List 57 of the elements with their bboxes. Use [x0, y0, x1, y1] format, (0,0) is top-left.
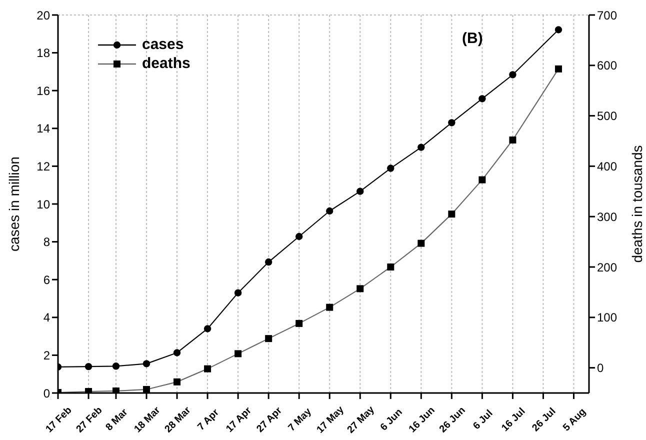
- point: [295, 232, 303, 240]
- y-tick-label: 18: [36, 46, 50, 60]
- point: [112, 362, 120, 370]
- y-tick-label: 4: [43, 310, 50, 325]
- legend-label: deaths: [142, 55, 190, 72]
- x-tick-label: 27 Apr: [254, 405, 284, 435]
- point: [387, 164, 394, 172]
- y2-tick-label: 0: [597, 361, 604, 376]
- x-tick-label: 17 May: [314, 404, 347, 436]
- annotation: (B): [462, 30, 483, 47]
- legend-label: cases: [142, 36, 184, 53]
- x-tick-label: 17 Feb: [44, 404, 74, 436]
- x-tick-label: 6 Jun: [378, 406, 405, 434]
- y-tick-label: 8: [43, 235, 50, 250]
- point: [554, 26, 562, 34]
- y2-tick-label: 700: [597, 8, 618, 22]
- y2-axis-title: deaths in tousands: [628, 145, 645, 263]
- y2-tick-label: 400: [597, 159, 618, 174]
- y2-tick-label: 600: [597, 58, 618, 73]
- x-tick-label: 7 May: [286, 406, 314, 434]
- y-tick-label: 12: [36, 159, 50, 174]
- point: [448, 119, 456, 126]
- point: [264, 258, 272, 266]
- y-axis-title: cases in million: [6, 156, 22, 252]
- y2-tick-label: 500: [597, 109, 618, 124]
- x-tick-label: 28 Mar: [162, 404, 194, 436]
- y-tick-label: 2: [43, 348, 50, 362]
- x-tick-label: 16 Jul: [500, 406, 528, 434]
- y-tick-label: 16: [36, 84, 50, 98]
- y-tick-label: 0: [43, 386, 50, 400]
- y2-tick-label: 100: [597, 310, 618, 325]
- point: [509, 71, 516, 78]
- point: [173, 349, 181, 356]
- x-tick-label: 26 Jul: [530, 406, 558, 434]
- x-tick-label: 18 Mar: [132, 404, 163, 436]
- point: [142, 360, 150, 368]
- y2-tick-label: 200: [597, 260, 618, 274]
- x-tick-label: 27 May: [346, 404, 378, 436]
- x-tick-label: 8 Mar: [104, 406, 130, 434]
- point: [204, 325, 212, 332]
- y2-tick-label: 300: [597, 210, 618, 224]
- y-tick-label: 20: [36, 8, 50, 22]
- x-tick-label: 17 Apr: [224, 405, 254, 435]
- point: [478, 95, 486, 102]
- x-tick-label: 5 Aug: [561, 406, 588, 434]
- point: [356, 188, 364, 195]
- point: [234, 289, 242, 296]
- x-tick-label: 7 Apr: [196, 407, 222, 433]
- y-tick-label: 6: [43, 272, 50, 287]
- x-tick-label: 16 Jun: [407, 404, 438, 436]
- point: [418, 144, 425, 151]
- x-tick-label: 6 Jul: [471, 408, 496, 432]
- point: [326, 207, 334, 215]
- y-tick-label: 14: [36, 122, 50, 136]
- x-tick-label: 27 Feb: [74, 404, 105, 436]
- x-tick-label: 26 Jun: [438, 404, 468, 436]
- y-tick-label: 10: [36, 197, 50, 212]
